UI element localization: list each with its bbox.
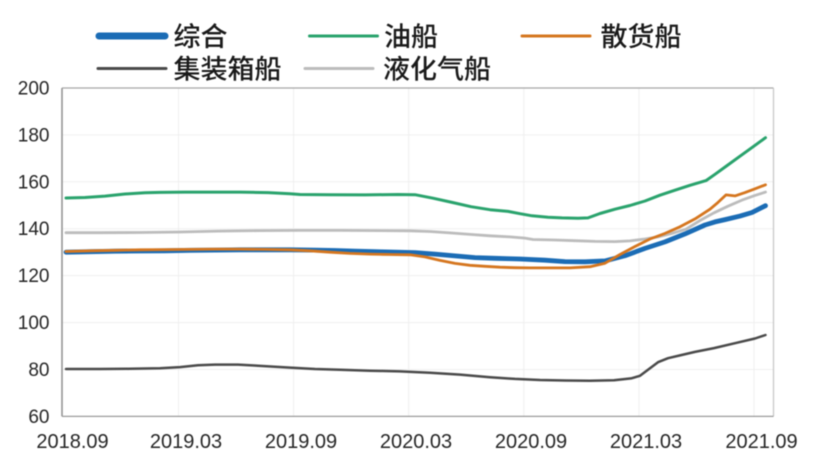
svg-text:2019.09: 2019.09	[265, 431, 337, 453]
svg-text:2018.09: 2018.09	[36, 431, 108, 453]
svg-text:2019.03: 2019.03	[150, 431, 222, 453]
svg-text:2021.03: 2021.03	[610, 431, 682, 453]
svg-text:80: 80	[28, 360, 49, 381]
svg-text:160: 160	[18, 172, 50, 193]
svg-text:180: 180	[18, 125, 50, 146]
svg-text:2020.03: 2020.03	[380, 431, 452, 453]
svg-text:2020.09: 2020.09	[495, 431, 567, 453]
svg-text:120: 120	[18, 266, 50, 287]
svg-text:2021.09: 2021.09	[725, 431, 797, 453]
svg-text:60: 60	[28, 407, 49, 428]
svg-text:140: 140	[18, 219, 50, 240]
svg-text:200: 200	[18, 79, 50, 100]
svg-text:100: 100	[18, 313, 50, 334]
